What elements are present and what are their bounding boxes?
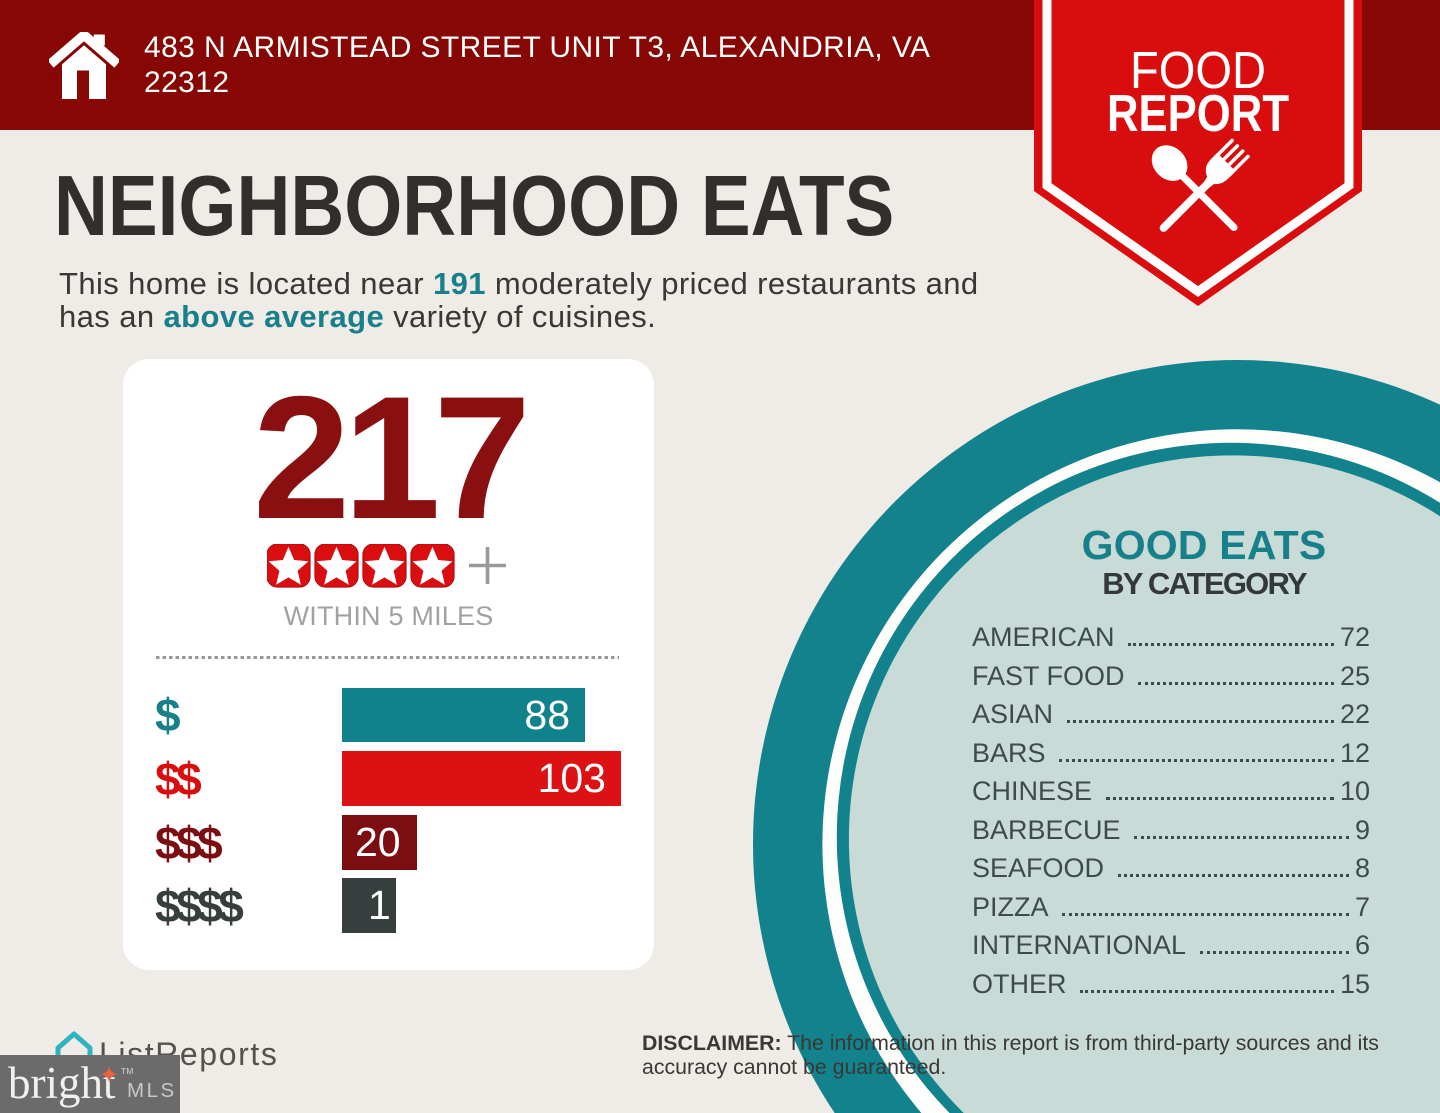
svg-text:FOOD: FOOD xyxy=(1130,42,1266,100)
svg-text:REPORT: REPORT xyxy=(1107,85,1289,143)
